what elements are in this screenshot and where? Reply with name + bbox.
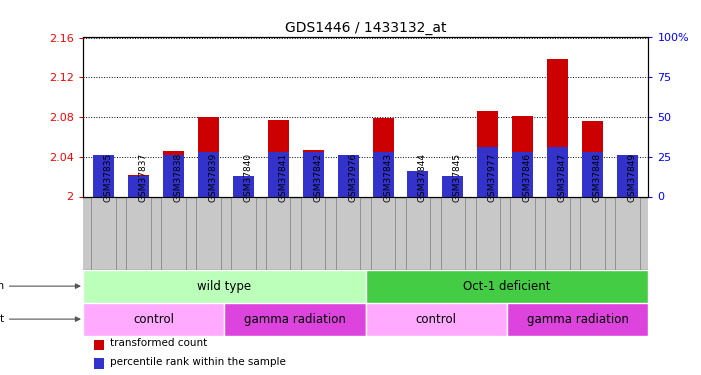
Text: gamma radiation: gamma radiation [526, 313, 629, 326]
Bar [617, 155, 638, 196]
FancyBboxPatch shape [196, 196, 221, 270]
Bar [512, 116, 533, 196]
Bar [94, 358, 104, 369]
Bar [407, 174, 428, 196]
Text: GSM37841: GSM37841 [278, 153, 287, 203]
FancyBboxPatch shape [475, 196, 500, 270]
Bar [617, 155, 638, 196]
Bar [94, 340, 104, 351]
Bar [442, 178, 463, 197]
Text: GSM37840: GSM37840 [243, 153, 252, 203]
Bar [507, 303, 648, 336]
FancyBboxPatch shape [441, 196, 465, 270]
Bar [338, 155, 359, 196]
Bar [233, 176, 254, 197]
Bar [268, 152, 289, 196]
Bar [303, 152, 324, 196]
Bar [407, 171, 428, 196]
Bar [83, 270, 366, 303]
Bar [477, 147, 498, 196]
FancyBboxPatch shape [266, 196, 290, 270]
Text: GSM37977: GSM37977 [488, 153, 497, 203]
Bar [198, 152, 219, 196]
Text: GSM37835: GSM37835 [104, 153, 113, 203]
FancyBboxPatch shape [336, 196, 360, 270]
Bar [128, 176, 149, 197]
Text: agent: agent [0, 314, 4, 324]
Text: GSM37844: GSM37844 [418, 153, 427, 203]
Bar [93, 155, 114, 196]
FancyBboxPatch shape [91, 196, 116, 270]
Text: GSM37847: GSM37847 [557, 153, 566, 203]
FancyBboxPatch shape [580, 196, 605, 270]
Bar [442, 176, 463, 197]
FancyBboxPatch shape [406, 196, 430, 270]
Text: Oct-1 deficient: Oct-1 deficient [463, 280, 551, 292]
Bar [372, 118, 393, 196]
Text: GSM37842: GSM37842 [313, 153, 322, 203]
FancyBboxPatch shape [545, 196, 570, 270]
Text: GSM37849: GSM37849 [627, 153, 637, 203]
Text: GSM37843: GSM37843 [383, 153, 392, 203]
Bar [224, 303, 366, 336]
Bar [372, 152, 393, 196]
Bar [83, 303, 224, 336]
Text: control: control [416, 313, 457, 326]
Bar [512, 152, 533, 196]
Text: genotype/variation: genotype/variation [0, 281, 4, 291]
Text: GSM37837: GSM37837 [139, 153, 148, 203]
Text: percentile rank within the sample: percentile rank within the sample [110, 357, 286, 367]
Bar [303, 150, 324, 196]
Bar [582, 152, 603, 196]
Bar [338, 156, 359, 196]
Bar [366, 270, 648, 303]
FancyBboxPatch shape [371, 196, 395, 270]
Text: GSM37976: GSM37976 [348, 153, 357, 203]
FancyBboxPatch shape [615, 196, 640, 270]
Text: GSM37848: GSM37848 [592, 153, 601, 203]
Bar [233, 177, 254, 197]
Text: gamma radiation: gamma radiation [244, 313, 346, 326]
FancyBboxPatch shape [510, 196, 535, 270]
Bar [582, 121, 603, 196]
FancyBboxPatch shape [126, 196, 151, 270]
Text: wild type: wild type [197, 280, 251, 292]
Bar [477, 111, 498, 196]
Bar [366, 303, 507, 336]
Text: GSM37846: GSM37846 [523, 153, 532, 203]
Bar [268, 120, 289, 196]
Bar [547, 147, 568, 196]
Text: GSM37838: GSM37838 [174, 153, 182, 203]
Text: transformed count: transformed count [110, 338, 207, 348]
Text: control: control [133, 313, 174, 326]
Bar [128, 175, 149, 196]
Bar [163, 151, 184, 196]
FancyBboxPatch shape [161, 196, 186, 270]
Bar [547, 59, 568, 196]
Bar [93, 155, 114, 196]
Text: GSM37839: GSM37839 [208, 153, 217, 203]
FancyBboxPatch shape [301, 196, 325, 270]
Title: GDS1446 / 1433132_at: GDS1446 / 1433132_at [285, 21, 447, 35]
Bar [163, 155, 184, 196]
FancyBboxPatch shape [231, 196, 256, 270]
Text: GSM37845: GSM37845 [453, 153, 462, 203]
Bar [198, 117, 219, 196]
